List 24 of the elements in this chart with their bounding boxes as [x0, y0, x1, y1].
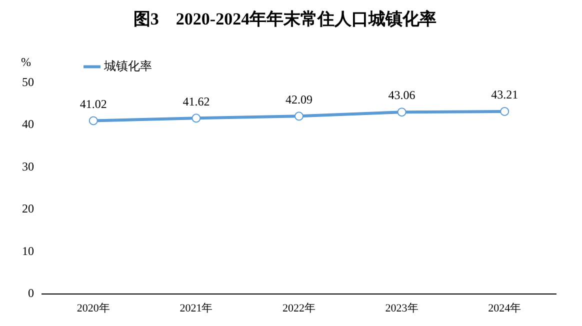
point: [294, 112, 304, 121]
chart-title: 图3 2020-2024年年末常住人口城镇化率: [133, 10, 437, 29]
x-tick-label: 2020年: [76, 302, 110, 314]
y-axis-title: %: [21, 54, 31, 69]
y-tick-label: 20: [22, 202, 34, 216]
point: [500, 106, 510, 116]
point: [192, 114, 201, 123]
y-tick-label: 40: [22, 117, 34, 132]
point: [397, 108, 406, 117]
data-label: 43.06: [388, 88, 416, 102]
data-label: 43.21: [491, 88, 518, 102]
data-label: 41.02: [80, 96, 107, 111]
y-tick-label: 10: [22, 244, 34, 258]
x-tick-label: 2024年: [488, 302, 522, 314]
y-tick-label: 0: [28, 286, 34, 300]
x-tick-label: 2022年: [282, 302, 316, 314]
data-label: 41.62: [182, 94, 210, 108]
data-label: 42.09: [286, 92, 312, 106]
point: [88, 116, 98, 126]
y-tick-label: 50: [22, 74, 34, 89]
legend-label: 城镇化率: [103, 58, 152, 73]
x-tick-label: 2021年: [180, 302, 213, 314]
y-tick-label: 30: [22, 159, 34, 174]
x-tick-label: 2023年: [385, 302, 418, 314]
